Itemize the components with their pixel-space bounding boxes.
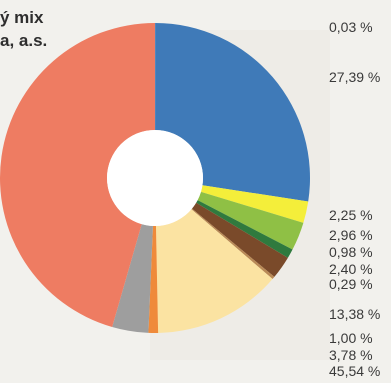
slice-label-0: 0,03 % <box>329 19 373 35</box>
slice-label-5: 2,40 % <box>329 261 373 277</box>
title-line-2: a, a.s. <box>0 31 48 50</box>
donut-slice-2 <box>200 185 309 223</box>
donut-slice-7 <box>155 209 273 333</box>
donut-slice-1 <box>155 23 310 202</box>
donut-slice-10 <box>0 23 155 327</box>
donut-slice-8 <box>148 225 159 333</box>
slice-label-4: 0,98 % <box>329 244 373 260</box>
slice-label-6: 0,29 % <box>329 276 373 292</box>
slice-label-7: 13,38 % <box>329 306 381 322</box>
slice-label-9: 3,78 % <box>329 347 373 363</box>
slice-label-2: 2,25 % <box>329 207 373 223</box>
slice-label-1: 27,39 % <box>329 69 381 85</box>
donut-slice-4 <box>196 200 293 258</box>
donut-slice-3 <box>197 191 304 250</box>
donut-slice-5 <box>191 202 288 277</box>
slice-label-8: 1,00 % <box>329 330 373 346</box>
donut-slice-9 <box>112 224 153 333</box>
donut-hole <box>107 130 203 226</box>
slice-label-10: 45,54 % <box>329 363 381 379</box>
chart-title: ý mix a, a.s. <box>0 6 47 52</box>
donut-slice-6 <box>191 208 275 280</box>
slice-label-3: 2,96 % <box>329 227 373 243</box>
title-line-1: ý mix <box>0 8 44 27</box>
